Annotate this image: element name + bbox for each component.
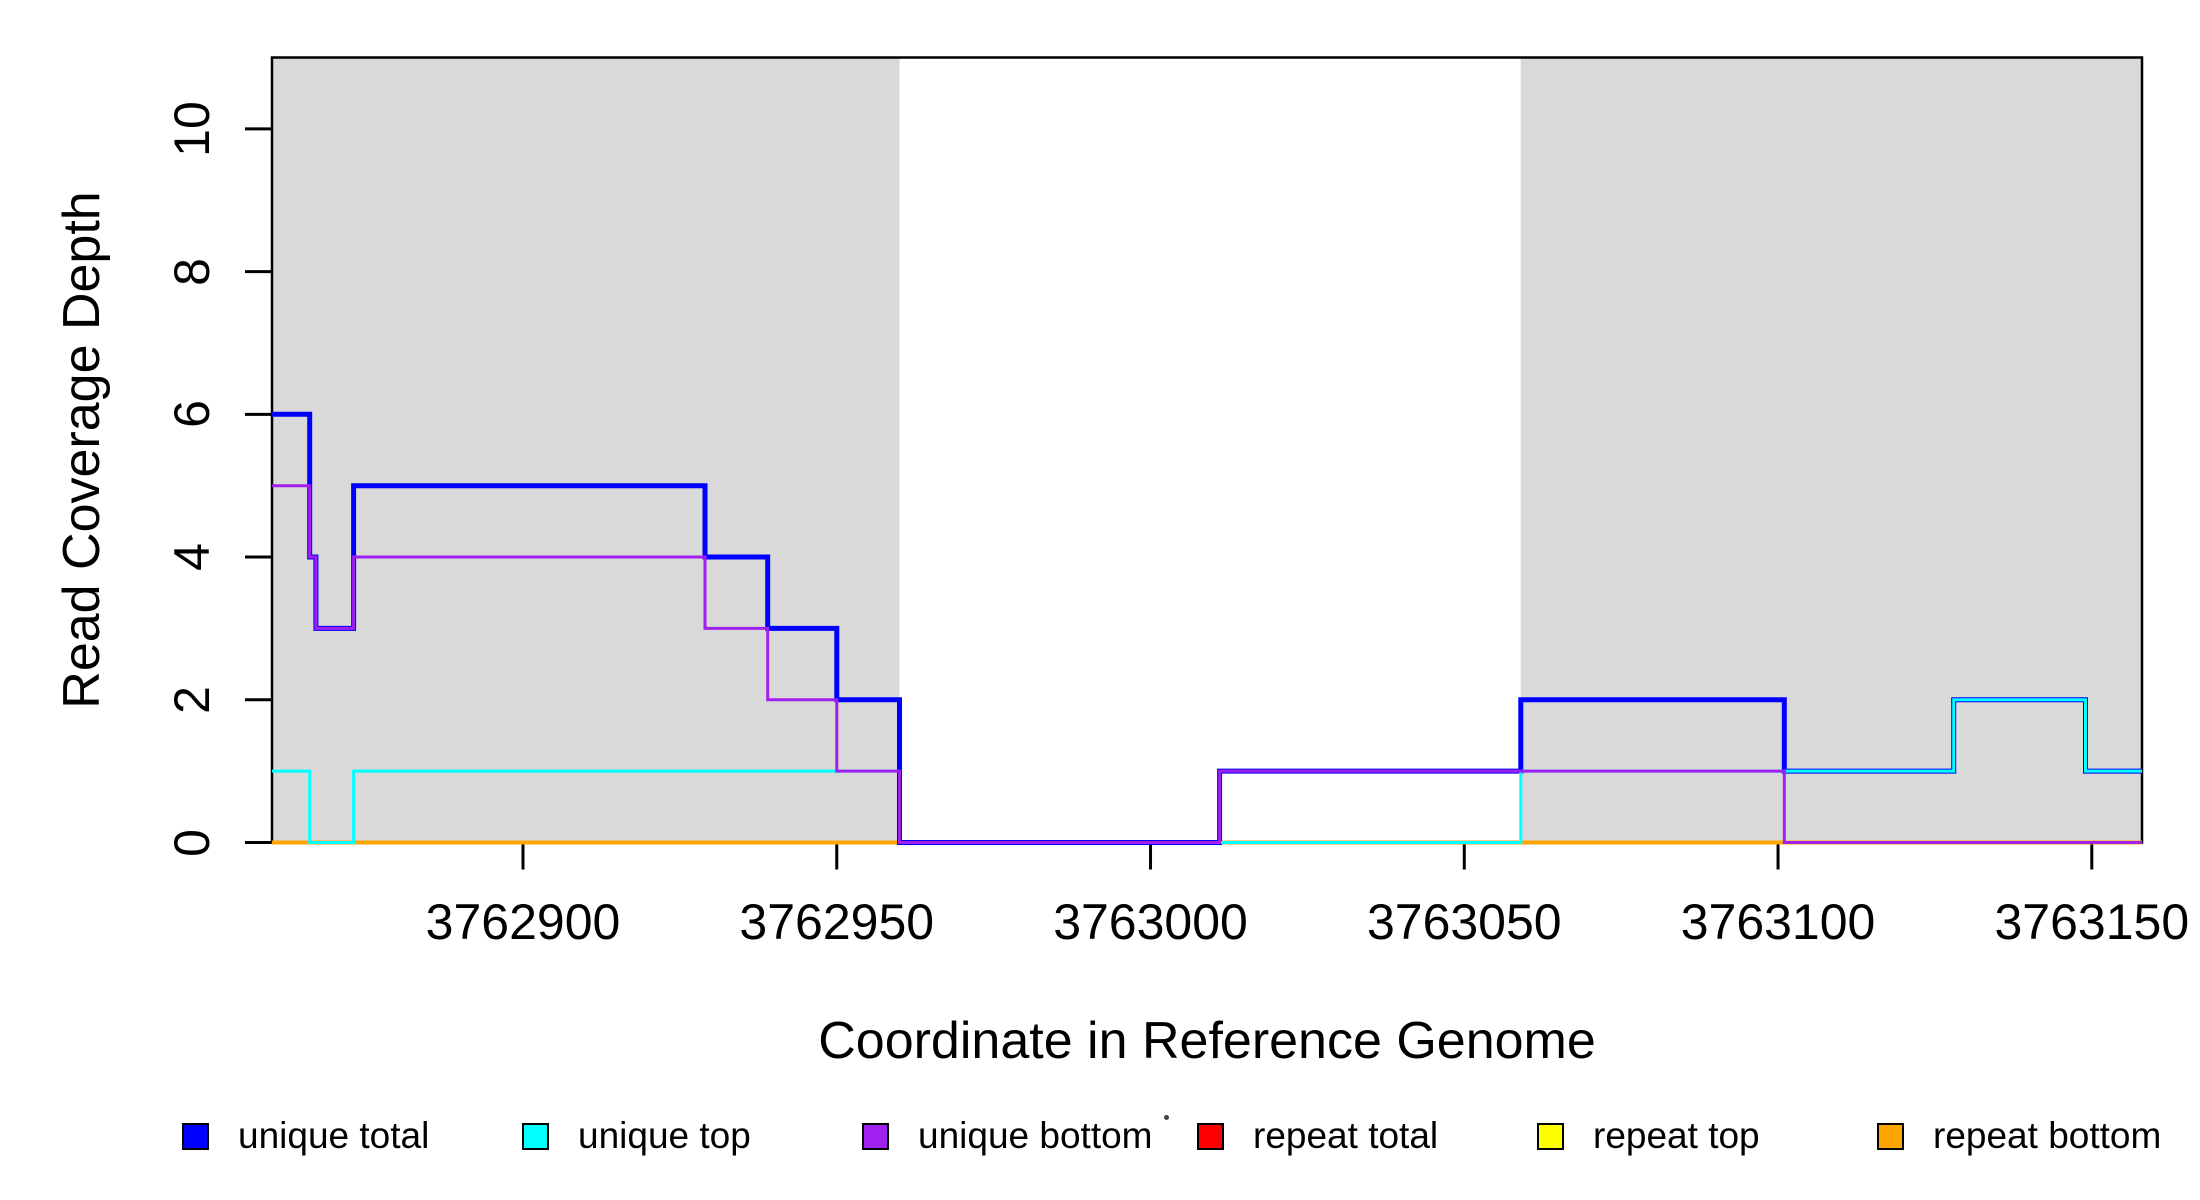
y-tick-label: 8 <box>164 257 220 286</box>
legend-label: repeat bottom <box>1933 1115 2162 1156</box>
x-tick-label: 3762900 <box>425 894 621 950</box>
legend-item-unique-top: unique top <box>522 1108 751 1164</box>
y-tick-label: 4 <box>164 543 220 571</box>
legend-item-repeat-top: repeat top <box>1537 1108 1760 1164</box>
legend-swatch-unique-bottom <box>862 1122 889 1150</box>
y-tick-label: 10 <box>164 101 220 157</box>
y-tick-label: 2 <box>164 685 220 714</box>
legend-label: unique total <box>238 1115 430 1156</box>
legend-item-repeat-total: repeat total <box>1197 1108 1438 1164</box>
legend-label: unique top <box>578 1115 751 1156</box>
y-tick-label: 6 <box>164 400 220 429</box>
legend-swatch-repeat-total <box>1197 1122 1224 1150</box>
shaded-region-2 <box>1520 57 2142 843</box>
stray-dot-mark <box>1164 1115 1169 1120</box>
x-tick-label: 3763150 <box>1994 894 2190 950</box>
legend-swatch-unique-top <box>522 1122 549 1150</box>
series-line-unique-bottom <box>272 484 2142 844</box>
legend-item-repeat-bottom: repeat bottom <box>1877 1108 2161 1164</box>
legend-item-unique-bottom: unique bottom <box>862 1108 1153 1164</box>
y-axis-title: Read Coverage Depth <box>53 191 111 709</box>
legend-label: unique bottom <box>918 1115 1153 1156</box>
y-tick-label: 0 <box>164 828 220 857</box>
x-tick-label: 3763100 <box>1680 894 1876 950</box>
x-tick-label: 3763000 <box>1053 894 1248 950</box>
legend-label: repeat total <box>1253 1115 1439 1156</box>
legend-swatch-unique-total <box>182 1122 209 1150</box>
shaded-region-1 <box>272 57 900 843</box>
x-axis-title: Coordinate in Reference Genome <box>818 1012 1596 1070</box>
legend: unique total unique top unique bottom repea… <box>0 1108 2200 1168</box>
legend-swatch-repeat-top <box>1537 1122 1564 1150</box>
x-tick-label: 3762950 <box>739 894 935 950</box>
legend-swatch-repeat-bottom <box>1877 1122 1904 1150</box>
x-tick-label: 3763050 <box>1366 894 1562 950</box>
legend-item-unique-total: unique total <box>182 1108 429 1164</box>
legend-label: repeat top <box>1593 1115 1760 1156</box>
